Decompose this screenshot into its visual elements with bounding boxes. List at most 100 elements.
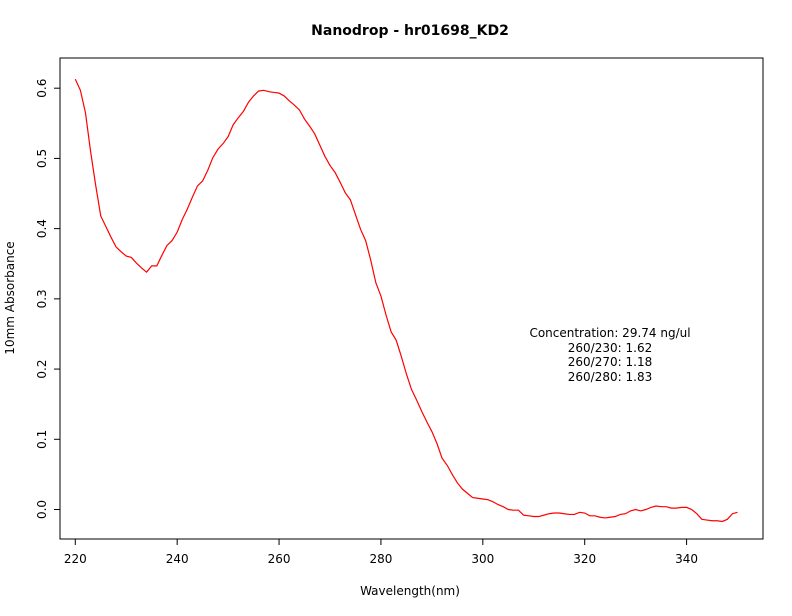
x-tick-label: 280 [369,552,392,566]
data-point [513,510,514,511]
data-point [329,165,330,166]
chart-title: Nanodrop - hr01698_KD2 [311,23,509,39]
data-point [498,504,499,505]
data-point [630,510,631,511]
data-point [436,443,437,444]
data-point [620,514,621,515]
x-tick-label: 260 [268,552,291,566]
data-point [503,506,504,507]
data-point [217,149,218,150]
data-point [146,272,147,273]
x-tick-label: 240 [166,552,189,566]
data-point [655,505,656,506]
data-point [345,192,346,193]
data-point [212,157,213,158]
data-point [426,421,427,422]
data-point [589,515,590,516]
data-point [80,90,81,91]
y-tick-label: 0.4 [35,219,49,238]
data-point [645,509,646,510]
data-point [640,510,641,511]
data-point [548,513,549,514]
data-point [355,214,356,215]
y-tick-label: 0.3 [35,289,49,308]
data-point [156,265,157,266]
data-point [391,331,392,332]
data-point [452,474,453,475]
data-point [166,245,167,246]
data-point [523,515,524,516]
absorbance-series-line [74,78,738,523]
data-point [278,93,279,94]
data-point [579,512,580,513]
data-point [141,267,142,268]
data-point [554,512,555,513]
data-point [401,356,402,357]
data-point [457,482,458,483]
data-point [615,516,616,517]
data-point [304,118,305,119]
data-point [727,519,728,520]
data-point [207,170,208,171]
data-point [182,219,183,220]
data-point [462,489,463,490]
data-point [676,508,677,509]
annotation-ratio-260-230: 260/230: 1.62 [568,341,652,355]
y-tick-label: 0.1 [35,430,49,449]
data-point [222,143,223,144]
x-axis-label: Wavelength(nm) [360,584,460,598]
data-point [661,506,662,507]
data-point [737,512,738,513]
data-point [263,90,264,91]
data-point [324,156,325,157]
y-tick-label: 0.2 [35,360,49,379]
data-point [268,91,269,92]
data-point [360,229,361,230]
data-point [508,509,509,510]
data-point [238,117,239,118]
data-point [569,514,570,515]
data-point [95,185,96,186]
data-point [396,340,397,341]
data-point [599,517,600,518]
data-point [126,255,127,256]
data-point [385,314,386,315]
data-point [518,510,519,511]
data-point [594,515,595,516]
x-tick-label: 220 [64,552,87,566]
data-point [187,208,188,209]
data-point [248,102,249,103]
data-point [625,513,626,514]
data-point [105,226,106,227]
x-axis: 220 240 260 280 300 320 340 [64,539,698,566]
data-point [406,373,407,374]
data-point [233,124,234,125]
data-point [334,172,335,173]
data-point [294,104,295,105]
x-tick-label: 340 [675,552,698,566]
data-point [340,182,341,183]
data-point [284,95,285,96]
data-point [701,519,702,520]
data-point [192,196,193,197]
data-point [447,465,448,466]
y-axis: 0.0 0.1 0.2 0.3 0.4 0.5 0.6 [35,79,60,519]
data-point [85,112,86,113]
data-point [319,144,320,145]
data-point [314,133,315,134]
data-point [273,92,274,93]
data-point [543,515,544,516]
data-point [411,389,412,390]
data-point [467,493,468,494]
data-point [487,499,488,500]
data-point [197,185,198,186]
data-point [309,126,310,127]
data-point [121,251,122,252]
data-point [635,509,636,510]
annotation-ratio-260-270: 260/270: 1.18 [568,355,652,369]
data-point [243,111,244,112]
data-point [604,517,605,518]
data-point [289,100,290,101]
